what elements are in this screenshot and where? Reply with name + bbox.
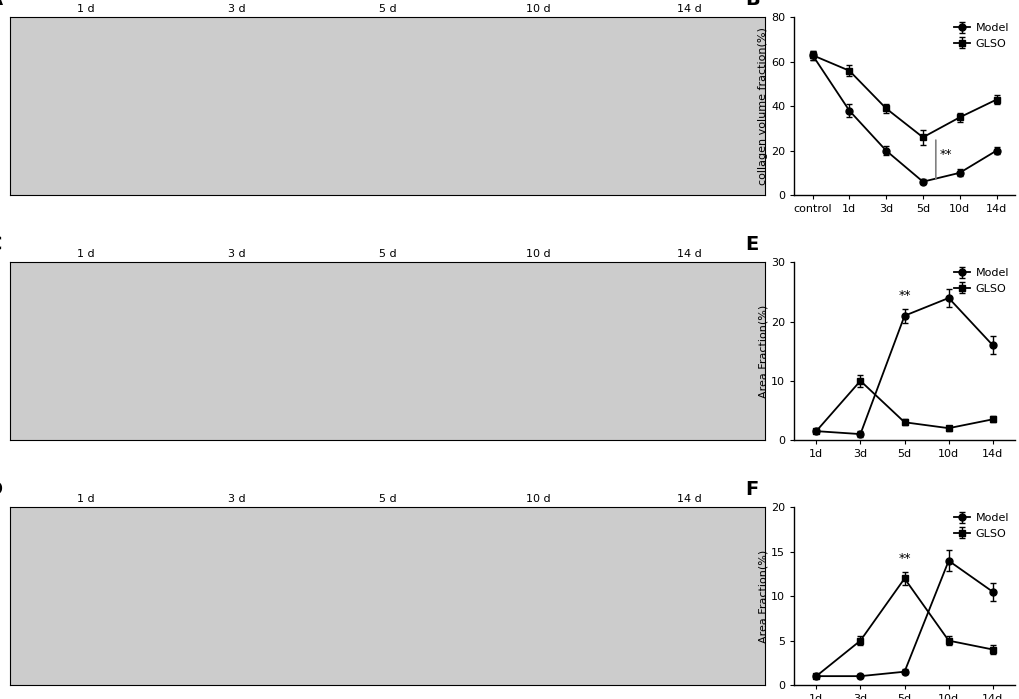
Y-axis label: collagen volume fraction(%): collagen volume fraction(%) [757,27,767,185]
Text: 14 d: 14 d [677,249,701,259]
Text: C: C [0,235,3,254]
Text: 10 d: 10 d [526,494,550,504]
Legend: Model, GLSO: Model, GLSO [953,268,1009,294]
Text: **: ** [898,289,910,301]
Text: E: E [745,235,758,254]
Text: 5 d: 5 d [378,494,396,504]
Text: 1 d: 1 d [76,249,95,259]
Text: 3 d: 3 d [227,4,246,14]
Y-axis label: Area Fraction(%): Area Fraction(%) [757,549,767,643]
Text: 5 d: 5 d [378,4,396,14]
Text: 3 d: 3 d [227,249,246,259]
Y-axis label: Area Fraction(%): Area Fraction(%) [757,305,767,398]
Legend: Model, GLSO: Model, GLSO [953,513,1009,539]
Text: 1 d: 1 d [76,4,95,14]
Text: **: ** [938,147,951,161]
Text: A: A [0,0,3,8]
Text: 14 d: 14 d [677,4,701,14]
Text: 1 d: 1 d [76,494,95,504]
Text: **: ** [898,552,910,565]
Text: F: F [745,480,758,498]
Text: B: B [745,0,760,8]
Text: 3 d: 3 d [227,494,246,504]
Text: 10 d: 10 d [526,249,550,259]
Text: 5 d: 5 d [378,249,396,259]
Text: D: D [0,480,3,498]
Text: 10 d: 10 d [526,4,550,14]
Text: 14 d: 14 d [677,494,701,504]
Legend: Model, GLSO: Model, GLSO [953,23,1009,49]
